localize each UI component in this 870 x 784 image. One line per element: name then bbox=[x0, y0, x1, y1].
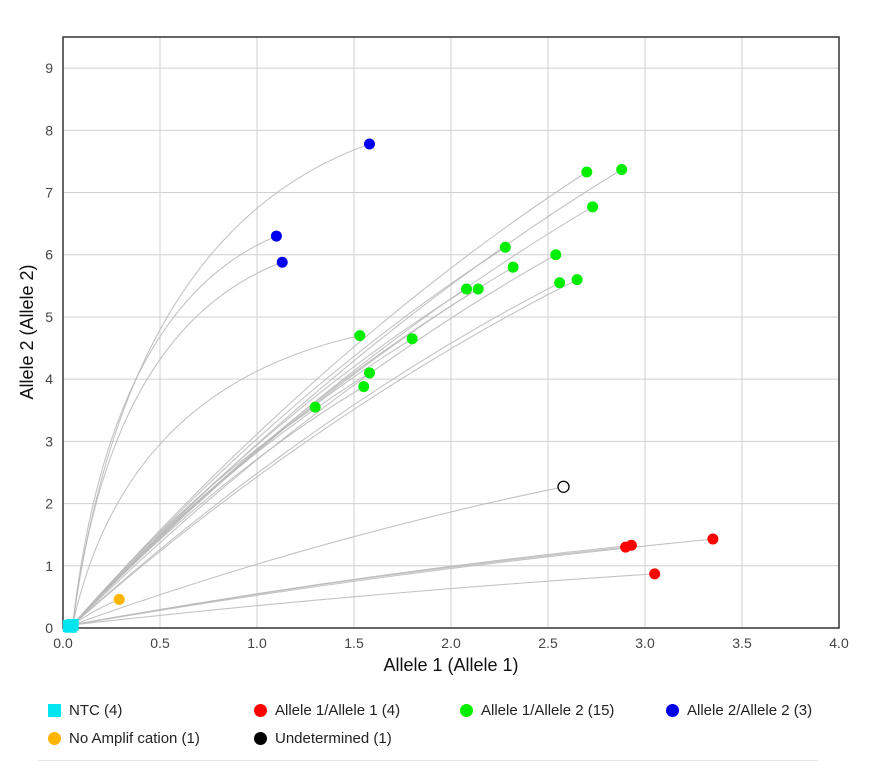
red-dot-icon bbox=[254, 704, 267, 717]
amplification-trace bbox=[72, 206, 593, 626]
legend-item-allele1-allele1[interactable]: Allele 1/Allele 1 (4) bbox=[254, 702, 400, 719]
sample-point bbox=[550, 249, 562, 261]
sample-point bbox=[276, 256, 288, 268]
amplification-trace bbox=[72, 546, 626, 626]
sample-point bbox=[364, 138, 376, 150]
sample-point bbox=[358, 381, 370, 393]
legend-item-allele1-allele2[interactable]: Allele 1/Allele 2 (15) bbox=[460, 702, 614, 719]
sample-point bbox=[587, 201, 599, 213]
amplification-trace bbox=[72, 282, 560, 626]
amplification-traces bbox=[72, 143, 713, 626]
legend-label: Allele 2/Allele 2 (3) bbox=[687, 702, 813, 719]
amplification-trace bbox=[72, 246, 506, 626]
x-axis-ticks: 0.0 0.5 1.0 1.5 2.0 2.5 3.0 3.5 4.0 bbox=[53, 635, 849, 651]
undetermined-point bbox=[557, 480, 570, 493]
amplification-trace bbox=[72, 338, 413, 626]
x-tick-label: 3.0 bbox=[635, 635, 655, 651]
sample-point bbox=[499, 241, 511, 253]
legend-item-undetermined[interactable]: Undetermined (1) bbox=[254, 730, 392, 747]
x-tick-label: 0.0 bbox=[53, 635, 73, 651]
legend-label: Allele 1/Allele 2 (15) bbox=[481, 702, 615, 719]
blue-dot-icon bbox=[666, 704, 679, 717]
grid-lines bbox=[62, 37, 840, 629]
legend-item-ntc[interactable]: NTC (4) bbox=[48, 702, 122, 719]
amplification-trace bbox=[72, 279, 578, 626]
legend-label: Undetermined (1) bbox=[275, 730, 392, 747]
legend-label: Allele 1/Allele 1 (4) bbox=[275, 702, 401, 719]
legend-row-2: No Amplif cation (1) Undetermined (1) bbox=[48, 730, 868, 758]
x-tick-label: 1.5 bbox=[344, 635, 364, 651]
sample-point bbox=[354, 330, 366, 342]
sample-point bbox=[571, 274, 583, 286]
sample-point bbox=[406, 333, 418, 345]
sample-point bbox=[472, 283, 484, 295]
amplification-trace bbox=[72, 171, 588, 626]
orange-dot-icon bbox=[48, 732, 61, 745]
sample-point bbox=[616, 164, 628, 176]
y-tick-label: 0 bbox=[45, 620, 53, 636]
plot-frame bbox=[62, 36, 840, 629]
data-points bbox=[62, 138, 719, 633]
sample-point bbox=[507, 261, 519, 273]
y-axis-ticks: 0 1 2 3 4 5 6 7 8 9 bbox=[45, 60, 53, 636]
green-dot-icon bbox=[460, 704, 473, 717]
legend-label: NTC (4) bbox=[69, 702, 123, 719]
sample-point bbox=[270, 230, 282, 242]
allelic-discrimination-plot: 0.0 0.5 1.0 1.5 2.0 2.5 3.0 3.5 4.0 0 1 2 3 4 5 6 7 8 9 A… bbox=[17, 36, 849, 675]
x-axis-title: Allele 1 (Allele 1) bbox=[383, 655, 518, 675]
amplification-trace bbox=[72, 143, 370, 625]
amplification-trace bbox=[72, 235, 277, 625]
amplification-trace bbox=[72, 573, 655, 626]
amplification-trace bbox=[72, 254, 557, 626]
x-tick-label: 3.5 bbox=[732, 635, 752, 651]
ntc-point bbox=[64, 620, 77, 633]
y-tick-label: 8 bbox=[45, 122, 53, 138]
x-tick-label: 4.0 bbox=[829, 635, 849, 651]
legend: NTC (4) Allele 1/Allele 1 (4) Allele 1/A… bbox=[48, 702, 868, 758]
y-tick-label: 1 bbox=[45, 558, 53, 574]
x-tick-label: 0.5 bbox=[150, 635, 170, 651]
amplification-trace bbox=[72, 486, 564, 626]
x-tick-label: 2.5 bbox=[538, 635, 558, 651]
black-dot-icon bbox=[254, 732, 267, 745]
y-tick-label: 9 bbox=[45, 60, 53, 76]
legend-divider bbox=[38, 760, 818, 761]
x-tick-label: 2.0 bbox=[441, 635, 461, 651]
y-tick-label: 5 bbox=[45, 309, 53, 325]
y-tick-label: 7 bbox=[45, 185, 53, 201]
y-tick-label: 3 bbox=[45, 433, 53, 449]
sample-point bbox=[625, 539, 637, 551]
sample-point bbox=[707, 533, 719, 545]
sample-point bbox=[649, 568, 661, 580]
sample-point bbox=[581, 166, 593, 178]
amplification-trace bbox=[72, 538, 713, 626]
amplification-trace bbox=[72, 544, 632, 626]
y-tick-label: 4 bbox=[45, 371, 53, 387]
legend-item-allele2-allele2[interactable]: Allele 2/Allele 2 (3) bbox=[666, 702, 812, 719]
x-tick-label: 1.0 bbox=[247, 635, 267, 651]
legend-label: No Amplif cation (1) bbox=[69, 730, 200, 747]
sample-point bbox=[309, 401, 321, 413]
y-axis-title: Allele 2 (Allele 2) bbox=[17, 264, 37, 399]
sample-point bbox=[364, 367, 376, 379]
amplification-trace bbox=[72, 335, 360, 626]
ntc-square-icon bbox=[48, 704, 61, 717]
y-tick-label: 2 bbox=[45, 496, 53, 512]
sample-point bbox=[554, 277, 566, 289]
sample-point bbox=[461, 283, 473, 295]
legend-item-no-amplification[interactable]: No Amplif cation (1) bbox=[48, 730, 200, 747]
amplification-trace bbox=[72, 288, 467, 626]
y-tick-label: 6 bbox=[45, 247, 53, 263]
sample-point bbox=[113, 593, 125, 605]
legend-row-1: NTC (4) Allele 1/Allele 1 (4) Allele 1/A… bbox=[48, 702, 868, 730]
amplification-trace bbox=[72, 169, 623, 626]
